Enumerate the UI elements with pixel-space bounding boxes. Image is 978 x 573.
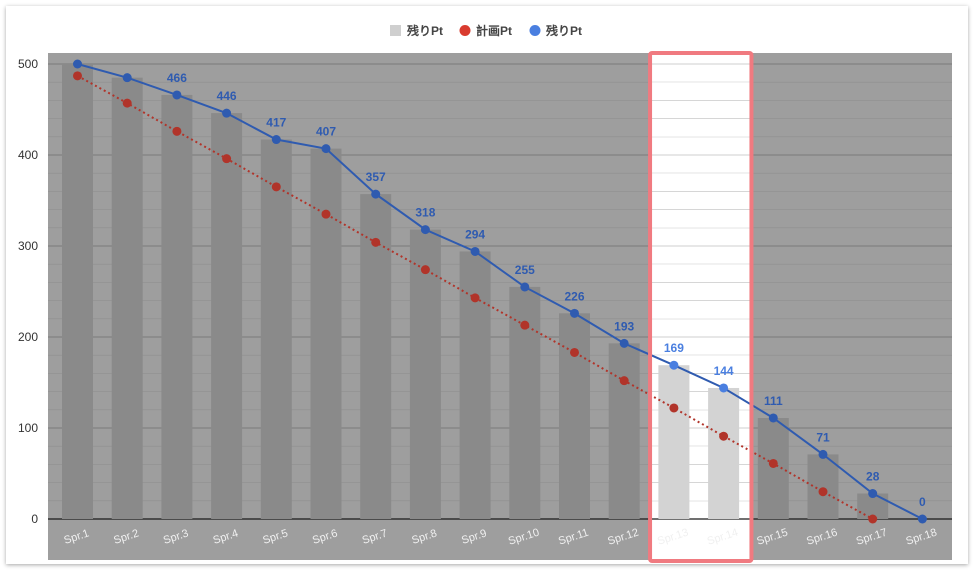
legend-label: 残りPt (546, 23, 582, 38)
legend-label: 残りPt (407, 23, 443, 38)
data-label: 466 (167, 71, 187, 85)
remaining-line (77, 63, 923, 520)
gridlines (48, 63, 952, 520)
data-label: 0 (919, 495, 926, 509)
bar-Spr.5 (260, 139, 292, 519)
plan-point (570, 347, 579, 357)
y-tick-label: 400 (18, 148, 38, 162)
y-tick-label: 500 (18, 57, 38, 71)
plan-point (470, 293, 480, 303)
bars (62, 64, 889, 520)
plan-point (868, 514, 878, 524)
remaining-point (619, 338, 629, 348)
data-label: 226 (564, 289, 584, 303)
remaining-point (222, 108, 232, 118)
remaining-point (868, 489, 878, 499)
data-label: 294 (465, 227, 485, 241)
remaining-point (570, 308, 579, 318)
plan-point (271, 182, 281, 192)
bar-Spr.11 (559, 313, 590, 519)
remaining-point (420, 225, 430, 235)
plan-point (520, 320, 530, 330)
y-tick-label: 100 (18, 421, 38, 435)
plan-point (73, 71, 82, 81)
legend-label: 計画Pt (476, 23, 512, 38)
y-tick-label: 200 (18, 330, 38, 344)
remaining-point (719, 383, 729, 393)
data-label: 28 (866, 470, 880, 484)
data-label: 169 (664, 341, 684, 355)
remaining-point (172, 90, 182, 100)
plan-point (222, 154, 232, 164)
bar-Spr.7 (360, 194, 392, 519)
plot-area (48, 53, 952, 560)
remaining-point (470, 246, 480, 256)
bar-Spr.4 (211, 113, 243, 519)
chart-legend: 残りPt 計画Pt 残りPt (390, 23, 582, 38)
y-tick-label: 0 (31, 512, 38, 526)
plan-point (321, 209, 331, 219)
plan-point (619, 376, 629, 386)
remaining-point (917, 514, 927, 524)
data-label: 193 (614, 319, 634, 333)
plan-point (719, 431, 729, 441)
bar-Spr.2 (111, 77, 143, 520)
remaining-point (520, 282, 530, 292)
legend-swatch-square (390, 25, 401, 36)
bar-Spr.8 (409, 229, 441, 519)
data-label: 417 (266, 116, 286, 130)
remaining-point (271, 135, 281, 145)
plan-point (122, 98, 132, 108)
y-tick-label: 300 (18, 239, 38, 253)
bar-Spr.9 (459, 251, 491, 519)
bar-Spr.1 (62, 64, 93, 519)
remaining-series (73, 59, 927, 524)
remaining-point (73, 59, 82, 69)
plan-point (818, 487, 828, 497)
remaining-point (122, 73, 132, 83)
bar-Spr.16 (807, 454, 839, 519)
bar-Spr.12 (608, 343, 640, 519)
bar-Spr.15 (757, 417, 789, 519)
plan-point (172, 126, 182, 136)
remaining-point (371, 189, 381, 199)
bar-Spr.3 (161, 94, 193, 519)
legend-swatch-dot (529, 25, 541, 36)
data-label: 111 (764, 394, 783, 408)
y-axis-ticks: 0 100 200 300 400 500 (18, 57, 38, 526)
bar-Spr.13 (658, 365, 690, 519)
plan-point (669, 403, 679, 413)
data-label: 357 (366, 170, 386, 184)
plan-point (768, 458, 778, 468)
data-label: 446 (217, 89, 237, 103)
remaining-point (768, 413, 778, 423)
bar-Spr.6 (310, 148, 342, 519)
data-label: 407 (316, 125, 336, 139)
remaining-point (321, 144, 331, 154)
bar-Spr.14 (708, 387, 740, 519)
plan-series (73, 71, 878, 524)
data-label: 71 (816, 430, 830, 444)
plan-point (371, 237, 381, 247)
data-label: 255 (515, 263, 535, 277)
data-label: 318 (415, 206, 435, 220)
data-labels: 466 446 417 407 357 318 294 255 226 193 169 144 111 7… (167, 71, 926, 509)
legend-swatch-dot (459, 25, 471, 36)
remaining-point (818, 449, 828, 459)
plan-point (420, 265, 430, 275)
data-label: 144 (714, 364, 734, 378)
highlight-box (648, 51, 754, 563)
remaining-point (669, 360, 679, 370)
